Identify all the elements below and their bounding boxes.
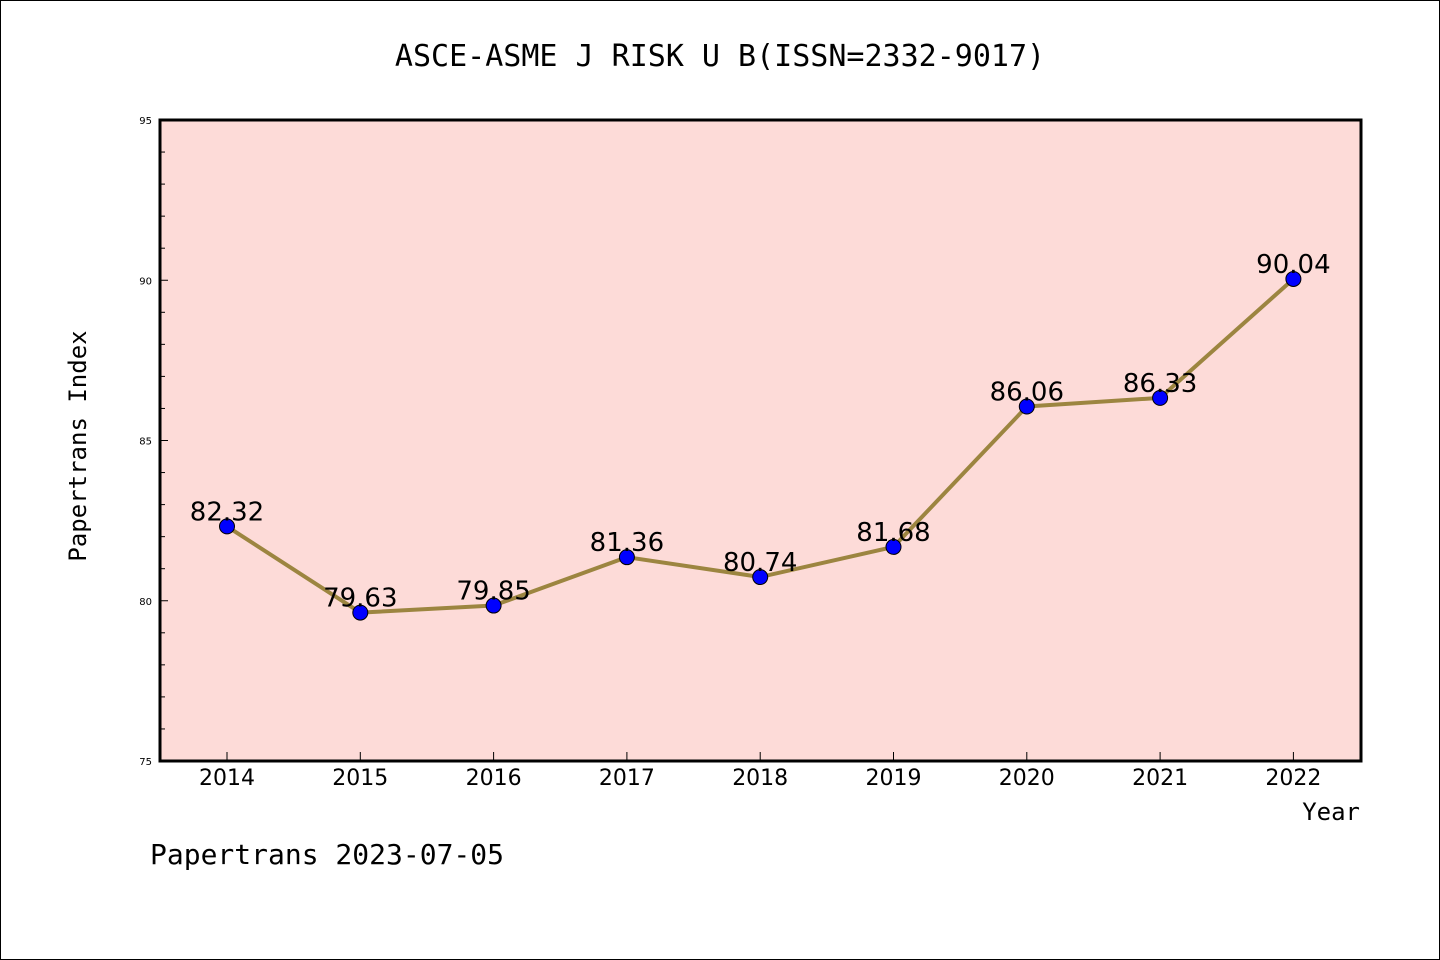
data-label: 81.68 bbox=[856, 518, 930, 548]
y-axis-label: Papertrans Index bbox=[64, 330, 92, 561]
data-point-marker bbox=[219, 518, 235, 535]
x-tick-label: 2017 bbox=[599, 766, 655, 791]
x-axis: 2014 2015 2016 2017 2018 2019 2020 2021 2022 bbox=[199, 752, 1321, 791]
data-label: 81.36 bbox=[590, 528, 664, 558]
data-label: 86.06 bbox=[990, 378, 1064, 408]
y-tick-label: 90 bbox=[139, 276, 152, 287]
data-point-marker bbox=[618, 549, 635, 566]
footer-credit: Papertrans 2023-07-05 bbox=[150, 838, 504, 871]
x-tick-label: 2016 bbox=[466, 766, 522, 791]
data-point-marker bbox=[1285, 270, 1302, 287]
data-point-marker bbox=[752, 569, 769, 586]
y-tick-label: 80 bbox=[139, 597, 152, 608]
x-axis-label: Year bbox=[1302, 798, 1360, 826]
data-label: 82.32 bbox=[190, 497, 264, 527]
x-tick-label: 2014 bbox=[199, 766, 255, 791]
y-axis: 75 80 85 90 95 bbox=[139, 116, 168, 768]
x-tick-label: 2022 bbox=[1265, 766, 1321, 791]
x-tick-label: 2020 bbox=[999, 766, 1055, 791]
data-point-marker bbox=[885, 538, 902, 555]
x-tick-label: 2021 bbox=[1132, 766, 1188, 791]
data-label: 80.74 bbox=[723, 548, 797, 578]
x-tick-label: 2019 bbox=[866, 766, 922, 791]
data-point-marker bbox=[352, 604, 369, 621]
plot-area bbox=[158, 118, 1363, 763]
y-tick-label: 95 bbox=[139, 116, 152, 127]
data-label: 79.85 bbox=[456, 577, 530, 607]
x-tick-label: 2015 bbox=[332, 766, 388, 791]
series-line-group bbox=[219, 270, 1302, 621]
x-tick-label: 2018 bbox=[732, 766, 788, 791]
data-point-marker bbox=[1018, 398, 1035, 415]
y-tick-label: 85 bbox=[139, 437, 152, 448]
data-label: 90.04 bbox=[1256, 250, 1330, 280]
data-labels: 82.32 79.63 79.85 81.36 80.74 81.68 86.06 86.33… bbox=[190, 250, 1331, 614]
data-point-marker bbox=[485, 597, 502, 614]
data-point-marker bbox=[1152, 389, 1169, 406]
chart-title: ASCE-ASME J RISK U B(ISSN=2332-9017) bbox=[395, 39, 1045, 74]
data-label: 86.33 bbox=[1123, 369, 1197, 399]
data-label: 79.63 bbox=[323, 584, 397, 614]
y-tick-label: 75 bbox=[139, 757, 152, 768]
